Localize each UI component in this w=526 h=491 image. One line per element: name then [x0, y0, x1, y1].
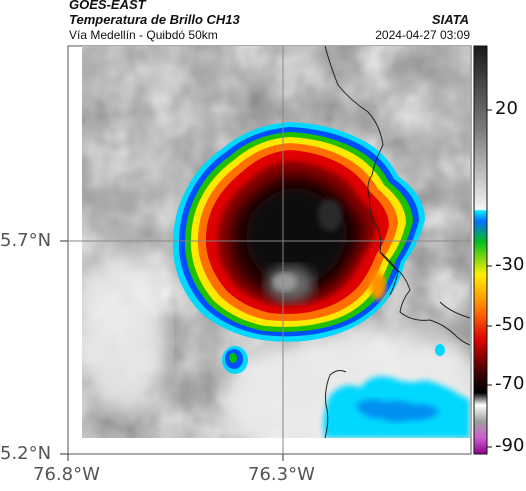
- satellite-title: GOES-EAST: [69, 0, 146, 12]
- datetime-label: 2024-04-27 03:09: [375, 28, 470, 42]
- colorbar-ticks: [487, 109, 492, 448]
- lon-tick-label: 76.3°W: [248, 464, 315, 485]
- colorbar: [473, 45, 488, 455]
- colorbar-label: -50: [495, 314, 525, 335]
- colorbar-label: -70: [495, 373, 525, 394]
- boundary-lines: [324, 46, 470, 438]
- lat-tick-label: 5.2°N: [0, 443, 52, 464]
- lat-tick-label: 5.7°N: [0, 230, 52, 251]
- product-title: Temperatura de Brillo CH13: [69, 12, 240, 27]
- colorbar-label: -30: [495, 254, 525, 275]
- colorbar-label: -90: [495, 435, 525, 456]
- region-subtitle: Vía Medellín - Quibdó 50km: [69, 28, 218, 42]
- brightness-temperature-field: [82, 46, 470, 438]
- lon-tick-label: 76.8°W: [33, 464, 100, 485]
- colorbar-label: 20: [495, 98, 518, 119]
- org-label: SIATA: [431, 12, 469, 27]
